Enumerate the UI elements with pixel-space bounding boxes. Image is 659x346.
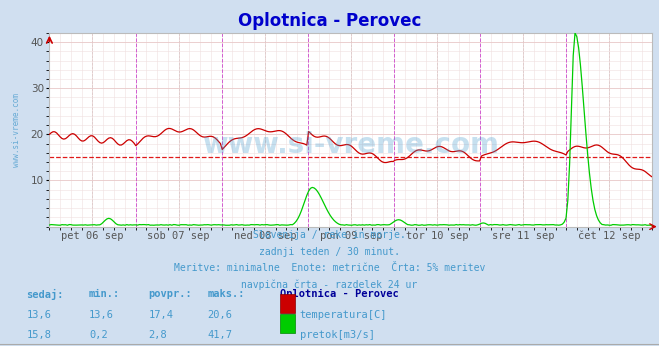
Text: 41,7: 41,7 — [208, 330, 233, 340]
Text: Oplotnica - Perovec: Oplotnica - Perovec — [238, 12, 421, 30]
Text: 2,8: 2,8 — [148, 330, 167, 340]
Text: min.:: min.: — [89, 289, 120, 299]
Text: Meritve: minimalne  Enote: metrične  Črta: 5% meritev: Meritve: minimalne Enote: metrične Črta:… — [174, 263, 485, 273]
Text: zadnji teden / 30 minut.: zadnji teden / 30 minut. — [259, 247, 400, 257]
Text: 13,6: 13,6 — [26, 310, 51, 320]
Text: 20,6: 20,6 — [208, 310, 233, 320]
Text: Slovenija / reke in morje.: Slovenija / reke in morje. — [253, 230, 406, 240]
Text: pretok[m3/s]: pretok[m3/s] — [300, 330, 375, 340]
Text: sedaj:: sedaj: — [26, 289, 64, 300]
Text: maks.:: maks.: — [208, 289, 245, 299]
Text: 0,2: 0,2 — [89, 330, 107, 340]
Text: www.si-vreme.com: www.si-vreme.com — [12, 93, 21, 167]
Text: Oplotnica - Perovec: Oplotnica - Perovec — [280, 289, 399, 299]
Text: 17,4: 17,4 — [148, 310, 173, 320]
Text: 13,6: 13,6 — [89, 310, 114, 320]
Text: www.si-vreme.com: www.si-vreme.com — [202, 131, 500, 159]
Text: temperatura[C]: temperatura[C] — [300, 310, 387, 320]
Text: 15,8: 15,8 — [26, 330, 51, 340]
Text: povpr.:: povpr.: — [148, 289, 192, 299]
Text: navpična črta - razdelek 24 ur: navpična črta - razdelek 24 ur — [241, 280, 418, 290]
